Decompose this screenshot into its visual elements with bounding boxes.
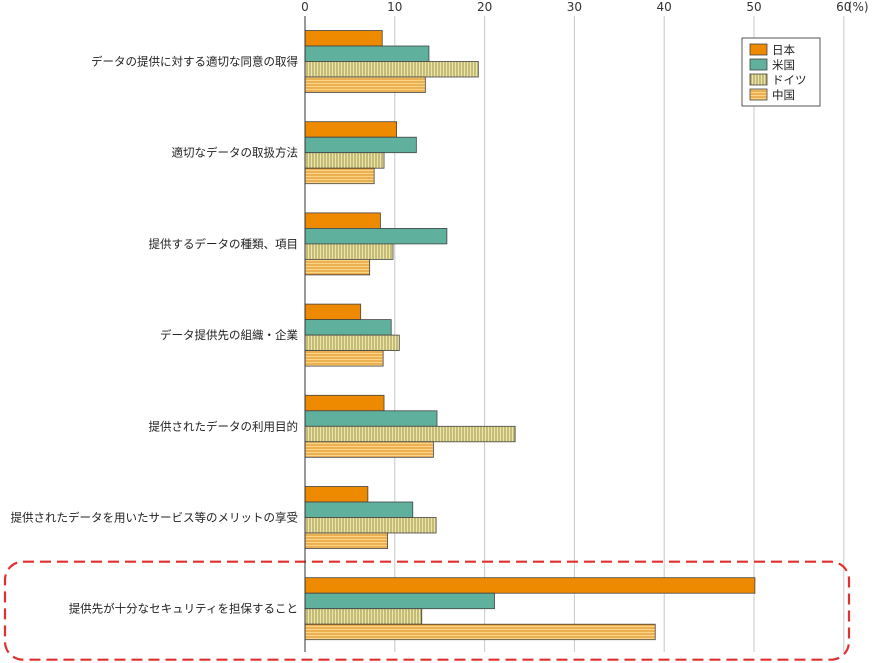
bar-米国-3 [304,319,392,336]
bar-中国-2 [304,258,371,276]
bar-米国-1 [304,136,417,154]
bar-米国-0 [304,45,430,62]
x-tick-label: 60 [836,0,851,14]
category-label: 適切なデータの取扱方法 [172,146,299,160]
category-label: データの提供に対する適切な同意の取得 [91,55,298,69]
x-tick-label: 30 [567,0,582,14]
x-tick-label: 40 [657,0,672,14]
grid-lines [394,16,845,652]
bar-中国-1 [304,167,375,185]
bar-中国-0 [304,76,426,93]
bar-米国-2 [304,227,448,245]
bars [304,30,756,641]
bar-中国-6 [304,623,656,641]
bar-日本-4 [304,394,385,412]
unit-label: (%) [848,0,869,14]
legend-label-中国: 中国 [772,88,795,102]
x-tick-label: 50 [746,0,761,14]
bar-日本-3 [304,303,362,321]
bar-中国-3 [304,350,384,367]
bar-米国-5 [304,501,414,518]
legend-swatch-日本 [749,43,768,56]
bar-ドイツ-0 [304,61,479,78]
bar-ドイツ-6 [304,608,423,625]
bar-米国-4 [304,410,438,427]
x-tick-label: 10 [387,0,402,14]
category-label: 提供されたデータの利用目的 [149,419,299,433]
category-label: 提供されたデータを用いたサービス等のメリットの享受 [11,511,299,525]
bar-日本-0 [304,30,383,47]
category-labels: データの提供に対する適切な同意の取得適切なデータの取扱方法提供するデータの種類、… [11,55,299,616]
x-tick-label: 20 [477,0,492,14]
bar-ドイツ-4 [304,425,516,443]
bar-日本-1 [304,121,397,138]
bar-米国-6 [304,592,495,610]
bar-日本-6 [304,577,756,594]
category-label: データ提供先の組織・企業 [160,328,298,342]
x-axis-ticks: 0 10 20 30 40 50 60(%) [301,0,868,14]
category-label: 提供するデータの種類、項目 [149,237,299,251]
legend-swatch-中国 [749,88,768,101]
x-tick-label: 0 [301,0,309,14]
bar-ドイツ-1 [304,152,385,169]
legend-swatch-ドイツ [749,73,768,86]
category-label: 提供先が十分なセキュリティを担保すること [69,602,298,616]
legend-label-米国: 米国 [772,58,795,72]
legend-label-ドイツ: ドイツ [772,73,807,87]
legend-label-日本: 日本 [772,43,795,57]
highlight-frame [3,560,851,661]
legend-swatch-米国 [749,58,768,71]
bar-中国-5 [304,532,389,549]
bar-ドイツ-5 [304,517,437,534]
bar-日本-5 [304,486,369,503]
bar-中国-4 [304,441,434,458]
highlight-box [3,560,851,661]
bar-日本-2 [304,212,381,229]
bar-ドイツ-3 [304,334,400,352]
bar-ドイツ-2 [304,243,394,260]
